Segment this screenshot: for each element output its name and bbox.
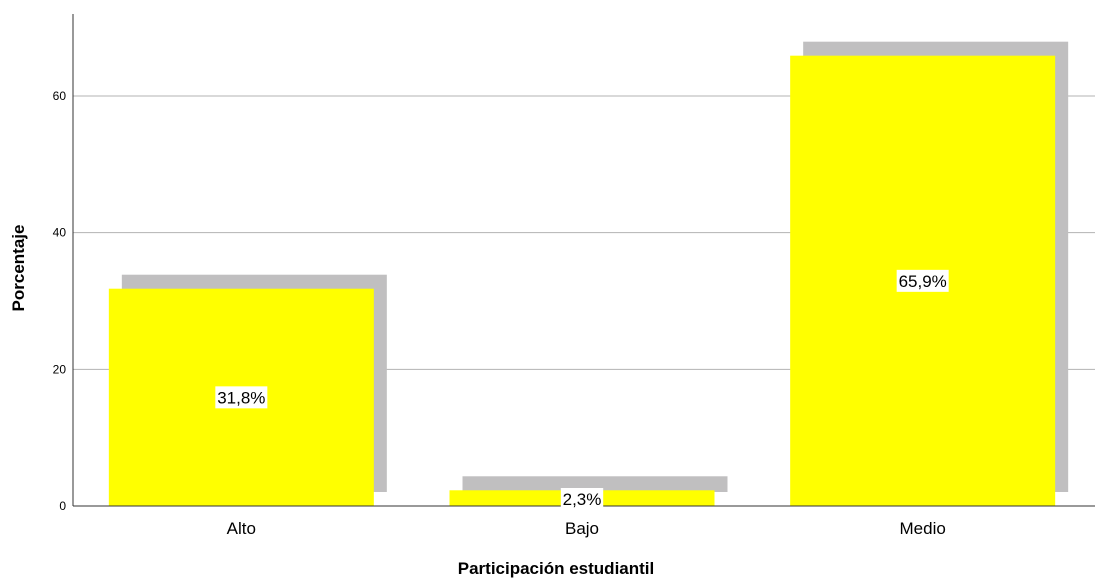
data-labels: 31,8% 2,3% 65,9% (215, 269, 949, 510)
x-tick-labels: Alto Bajo Medio (227, 519, 946, 538)
x-tick-label-bajo: Bajo (565, 519, 599, 538)
data-label-bg (560, 488, 604, 510)
y-tick-labels: 0 20 40 60 (53, 89, 67, 513)
x-axis-title: Participación estudiantil (458, 559, 655, 578)
y-tick-label: 20 (53, 362, 67, 376)
y-axis-title: Porcentaje (9, 225, 28, 312)
data-label-medio: 65,9% (899, 272, 947, 291)
data-label-bajo: 2,3% (563, 490, 602, 509)
y-tick-label: 0 (59, 499, 66, 513)
y-tick-label: 60 (53, 89, 67, 103)
bar-shadow-bajo (462, 476, 728, 492)
data-label-alto: 31,8% (217, 388, 265, 407)
y-tick-label: 40 (53, 226, 67, 240)
data-label-bg (896, 269, 949, 292)
data-label-bg (215, 386, 268, 409)
x-tick-label-alto: Alto (227, 519, 256, 538)
x-tick-label-medio: Medio (900, 519, 946, 538)
